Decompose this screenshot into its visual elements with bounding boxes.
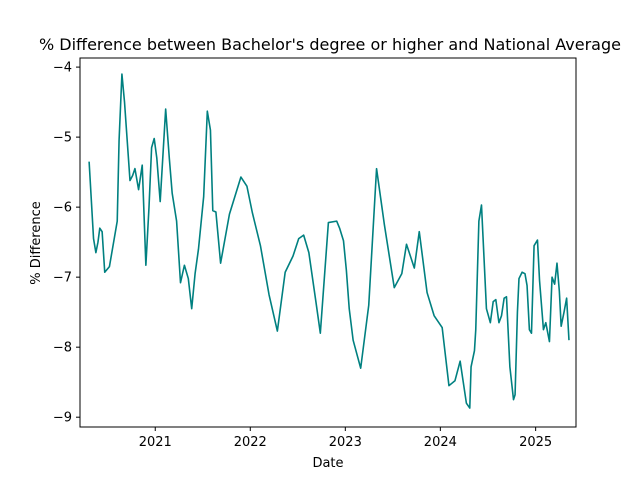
plot-frame bbox=[79, 57, 577, 428]
x-axis-label: Date bbox=[312, 456, 343, 471]
chart-title: % Difference between Bachelor's degree o… bbox=[39, 35, 621, 54]
x-tick-label: 2021 bbox=[139, 435, 172, 450]
y-tick-label: −7 bbox=[53, 271, 72, 286]
y-tick-label: −4 bbox=[53, 61, 72, 76]
y-axis-ticks: −9 −8 −7 −6 −5 −4 bbox=[53, 61, 80, 426]
x-tick-label: 2025 bbox=[519, 435, 552, 450]
y-tick-label: −6 bbox=[53, 201, 72, 216]
plot-area bbox=[79, 57, 577, 428]
x-tick-label: 2023 bbox=[329, 435, 362, 450]
series-line bbox=[88, 73, 570, 409]
x-tick-label: 2024 bbox=[424, 435, 457, 450]
y-tick-label: −5 bbox=[53, 131, 72, 146]
y-axis-label: % Difference bbox=[29, 201, 44, 285]
x-tick-label: 2022 bbox=[234, 435, 267, 450]
x-axis-ticks: 2021 2022 2023 2024 2025 bbox=[139, 427, 552, 450]
y-tick-label: −9 bbox=[53, 411, 72, 426]
y-tick-label: −8 bbox=[53, 341, 72, 356]
